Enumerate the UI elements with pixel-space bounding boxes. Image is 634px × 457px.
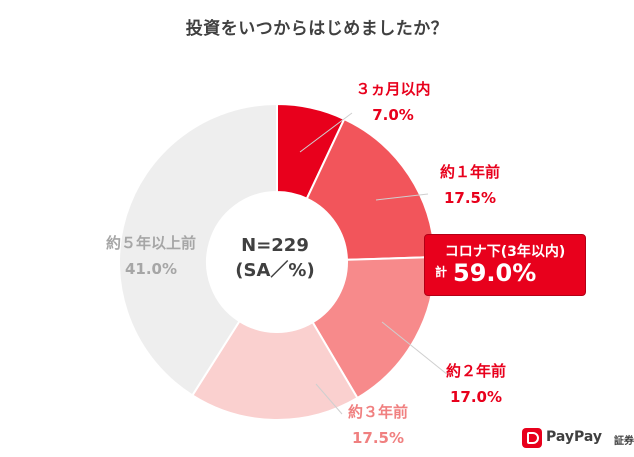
callout-total: 59.0% [453,259,537,287]
logo-sub: 証券 [614,436,634,447]
slice-value: 17.0% [449,388,503,406]
slice-label-3-years: 約３年前 17.5% [338,399,418,451]
sample-size: N=229 [241,235,309,256]
slice-value: 41.0% [124,260,178,278]
slice-label-1-year: 約１年前 17.5% [430,159,510,211]
slice-name: 約１年前 [439,163,500,181]
slice-5-years [118,102,278,397]
slice-label-2-years: 約２年前 17.0% [436,358,516,410]
slice-value: 17.5% [351,429,405,447]
slice-value: 7.0% [372,106,414,124]
slice-value: 17.5% [443,189,497,207]
callout-title: コロナ下(3年以内) [444,244,566,260]
leader-line [375,193,429,201]
leader-line [381,321,449,376]
sample-size-label: N=229 (SA／%) [205,233,345,283]
slice-name: 約５年以上前 [105,234,196,252]
slice-2-years [311,256,436,400]
slice-label-5-years: 約５年以上前 41.0% [96,230,206,282]
answer-type: (SA／%) [235,260,315,281]
slice-name: 約２年前 [445,362,506,380]
slice-name: ３ヵ月以内 [355,80,431,98]
leader-line [299,112,353,153]
logo-text: PayPay [546,429,603,445]
paypay-logo-icon [522,428,542,448]
leader-line [315,383,343,415]
slice-3-years [190,319,359,421]
slice-name: 約３年前 [347,403,408,421]
chart-title: 投資をいつからはじめましたか？ [185,19,449,39]
covid-period-callout: コロナ下(3年以内) 計 59.0% [424,234,586,296]
callout-prefix: 計 [435,265,448,279]
slice-label-3-months: ３ヵ月以内 7.0% [353,76,433,128]
